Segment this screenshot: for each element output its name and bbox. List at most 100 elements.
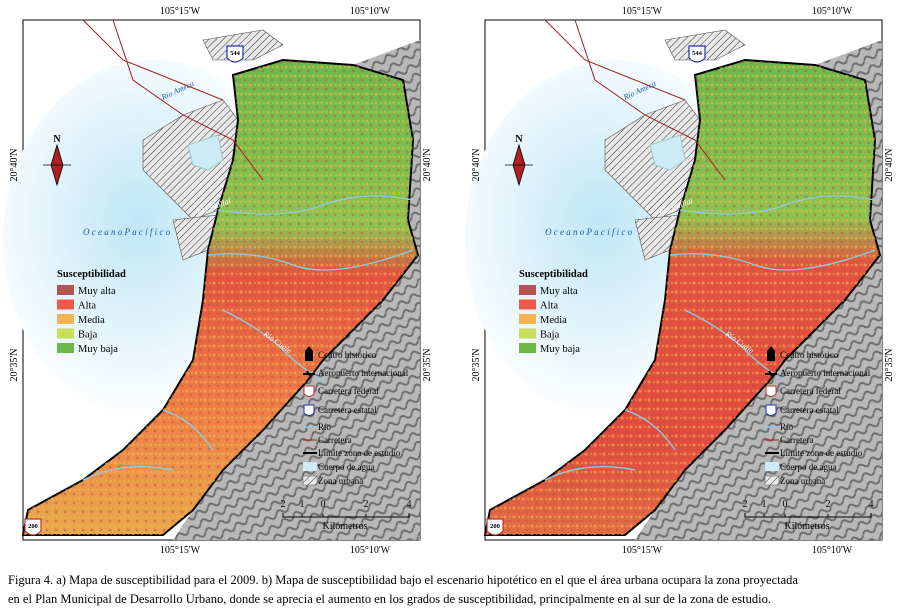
legend-label: Centro histórico (780, 350, 839, 360)
legend-label: Alta (540, 301, 558, 312)
hillshade (173, 40, 420, 540)
scale-label: 2 (826, 499, 831, 510)
study-texture (23, 60, 418, 535)
legend-label: Límite zona de estudio (780, 448, 863, 458)
road (82, 19, 264, 181)
legend-label: Límite zona de estudio (318, 448, 401, 458)
urban-area (202, 29, 284, 61)
river (82, 466, 174, 481)
legend-symbol (765, 462, 779, 471)
legend-symbol (765, 370, 777, 378)
legend-label: Baja (540, 330, 560, 341)
water-body (649, 134, 686, 171)
legend-swatch (57, 299, 74, 310)
lat-label: 20°40'N (884, 148, 895, 181)
legend-swatch (519, 343, 536, 353)
hillshade (635, 40, 882, 540)
lat-label: 20°35'N (9, 348, 20, 381)
scale-label: 2 (364, 499, 369, 510)
urban-area (664, 29, 746, 61)
legend-label: Centro histórico (318, 350, 377, 360)
legend-symbol (767, 346, 775, 361)
lat-label: 20°40'N (471, 148, 482, 181)
scale-unit: Kilómetros (785, 521, 830, 532)
lat-label: 20°40'N (9, 148, 20, 181)
lat-label: 20°40'N (422, 148, 433, 181)
legend-label: Muy alta (540, 286, 578, 297)
lon-label: 105°10'W (350, 6, 391, 17)
legend-label: Alta (78, 301, 96, 312)
north-label: N (515, 134, 523, 145)
shield-label: 544 (692, 50, 703, 57)
scale-label: 0 (783, 499, 788, 510)
lon-label: 105°10'W (812, 545, 853, 556)
shield-label: 544 (230, 50, 241, 57)
shield-label: 200 (490, 523, 500, 530)
legend-symbol (303, 370, 315, 378)
legend-label: Carretera estatal (780, 405, 839, 415)
legend-swatch (57, 328, 74, 339)
place-label: O c e a n o P a c í f i c o (545, 227, 633, 237)
scale-label: 1 (300, 499, 305, 510)
legend-label: Carretera (780, 435, 813, 445)
road (544, 19, 726, 181)
north-arrow (505, 143, 533, 187)
road-shield (226, 45, 244, 63)
legend-label: Río (780, 422, 794, 432)
legend-label: Baja (78, 330, 98, 341)
legend-label: Muy alta (78, 286, 116, 297)
legend-swatch (57, 314, 74, 324)
lon-label: 105°15'W (160, 545, 201, 556)
caption: en el Plan Municipal de Desarrollo Urban… (8, 592, 771, 606)
legend-label: Carretera estatal (318, 405, 377, 415)
river (544, 466, 636, 481)
scale-unit: Kilómetros (323, 521, 368, 532)
scale-label: 2 (743, 499, 748, 510)
legend-label: Carretera federal (318, 386, 379, 396)
scale-label: 4 (407, 499, 412, 510)
legend-swatch (519, 285, 536, 295)
legend-label: Zona urbana (780, 476, 825, 486)
lat-label: 20°35'N (884, 348, 895, 381)
river (679, 195, 876, 215)
scale-bar (282, 513, 410, 518)
road-shield (24, 518, 42, 536)
lon-label: 105°15'W (160, 6, 201, 17)
legend-swatch (519, 314, 536, 324)
legend-swatch (57, 285, 74, 295)
legend-symbol (303, 462, 317, 471)
river (222, 309, 324, 381)
scale-label: 2 (281, 499, 286, 510)
lon-label: 105°15'W (622, 545, 663, 556)
legend-symbol (765, 404, 777, 416)
legend-symbol (764, 475, 780, 486)
legend-symbol (765, 385, 777, 397)
legend-label: Cuerpo de agua (780, 462, 836, 472)
river (162, 409, 214, 451)
study-texture (485, 60, 880, 535)
scale-label: 4 (869, 499, 874, 510)
legend-symbol (302, 475, 318, 486)
lat-label: 20°35'N (422, 348, 433, 381)
river (624, 409, 676, 451)
legend-title: Susceptibilidad (57, 269, 126, 280)
scale-label: 1 (762, 499, 767, 510)
legend-swatch (57, 343, 74, 353)
legend-label: Media (78, 315, 105, 326)
legend-label: Río (318, 422, 332, 432)
legend-symbol (305, 346, 313, 361)
scale-bar (744, 513, 872, 518)
north-arrow (43, 143, 71, 187)
north-label: N (53, 134, 61, 145)
legend-title: Susceptibilidad (519, 269, 588, 280)
lat-label: 20°35'N (471, 348, 482, 381)
lon-label: 105°15'W (622, 6, 663, 17)
legend-label: Carretera (318, 435, 351, 445)
legend-label: Zona urbana (318, 476, 363, 486)
legend-label: Muy baja (540, 344, 580, 355)
legend-label: Carretera federal (780, 386, 841, 396)
lon-label: 105°10'W (812, 6, 853, 17)
